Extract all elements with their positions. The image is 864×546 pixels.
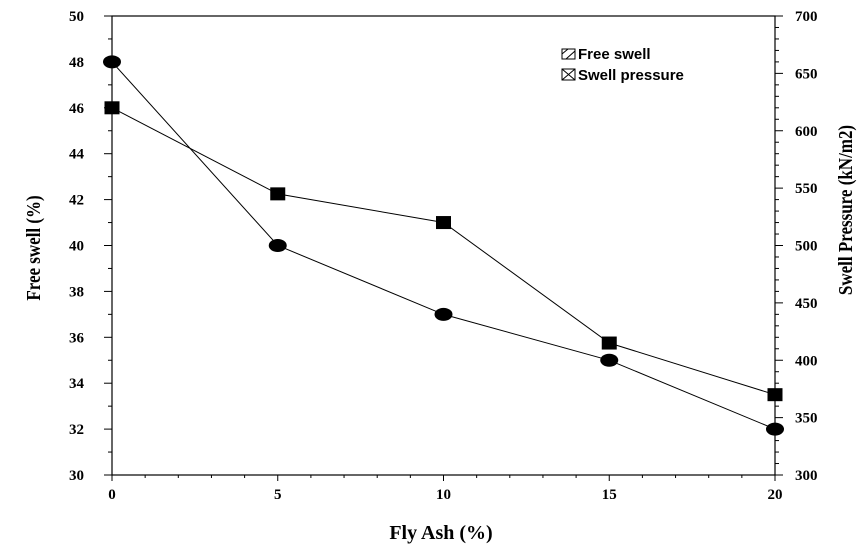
right-y-tick-label: 350 xyxy=(795,411,818,427)
legend: Free swell Swell pressure xyxy=(561,46,684,84)
left-y-tick-label: 30 xyxy=(69,468,84,484)
data-point-free-swell xyxy=(103,55,121,69)
right-y-tick-label: 400 xyxy=(795,353,818,369)
data-point-swell-pressure xyxy=(436,216,451,230)
data-point-free-swell xyxy=(766,422,784,436)
legend-swatch-free-swell-detail xyxy=(561,48,576,60)
right-y-tick-label: 300 xyxy=(795,468,818,484)
left-y-tick-label: 42 xyxy=(69,193,84,209)
left-y-axis: 30 32 34 36 38 40 42 44 46 48 50 xyxy=(69,9,112,484)
series-line-free-swell xyxy=(111,61,776,430)
left-y-tick-label: 48 xyxy=(69,55,84,71)
x-tick-label: 0 xyxy=(108,487,116,503)
x-tick-label: 10 xyxy=(436,487,451,503)
left-y-tick-label: 38 xyxy=(69,284,84,300)
left-y-tick-label: 50 xyxy=(69,9,84,25)
series-layer xyxy=(103,55,784,436)
data-point-swell-pressure xyxy=(767,388,783,402)
x-tick-label: 5 xyxy=(274,487,282,503)
right-y-axis-title: Swell Pressure (kN/m2) xyxy=(835,125,858,295)
left-y-axis-title: Free swell (%) xyxy=(23,195,46,300)
series-line-swell-pressure xyxy=(111,107,776,396)
data-point-free-swell xyxy=(268,239,287,252)
legend-swatch-free-swell xyxy=(561,48,576,60)
data-point-free-swell xyxy=(434,307,453,321)
data-point-free-swell xyxy=(600,353,619,367)
x-axis: 0 5 10 15 20 xyxy=(108,475,783,503)
left-y-tick-label: 44 xyxy=(69,147,85,163)
left-y-tick-label: 46 xyxy=(69,101,85,117)
x-tick-label: 20 xyxy=(768,487,783,503)
left-y-tick-label: 36 xyxy=(69,330,85,346)
legend-entry-free-swell: Free swell xyxy=(561,46,651,63)
right-y-axis: 300 350 400 450 500 550 600 650 700 xyxy=(775,9,818,484)
right-y-tick-label: 600 xyxy=(795,124,818,140)
left-y-tick-label: 40 xyxy=(69,239,84,255)
data-point-swell-pressure xyxy=(270,187,286,201)
right-y-tick-label: 700 xyxy=(795,9,818,25)
data-point-swell-pressure xyxy=(601,336,617,350)
left-y-tick-label: 34 xyxy=(69,376,85,392)
legend-swatch-swell-pressure-detail xyxy=(561,68,576,81)
x-tick-label: 15 xyxy=(602,487,617,503)
right-y-tick-label: 650 xyxy=(795,66,818,82)
right-y-tick-label: 550 xyxy=(795,181,818,197)
legend-label-swell-pressure: Swell pressure xyxy=(578,67,684,84)
plot-border xyxy=(111,15,776,476)
legend-label-free-swell: Free swell xyxy=(578,46,651,63)
legend-entry-swell-pressure: Swell pressure xyxy=(561,67,684,84)
plot-area xyxy=(111,15,776,476)
data-point-swell-pressure xyxy=(104,101,120,115)
x-axis-title: Fly Ash (%) xyxy=(389,522,492,544)
left-y-tick-label: 32 xyxy=(69,422,84,438)
right-y-tick-label: 450 xyxy=(795,296,818,312)
right-y-tick-label: 500 xyxy=(795,239,818,255)
